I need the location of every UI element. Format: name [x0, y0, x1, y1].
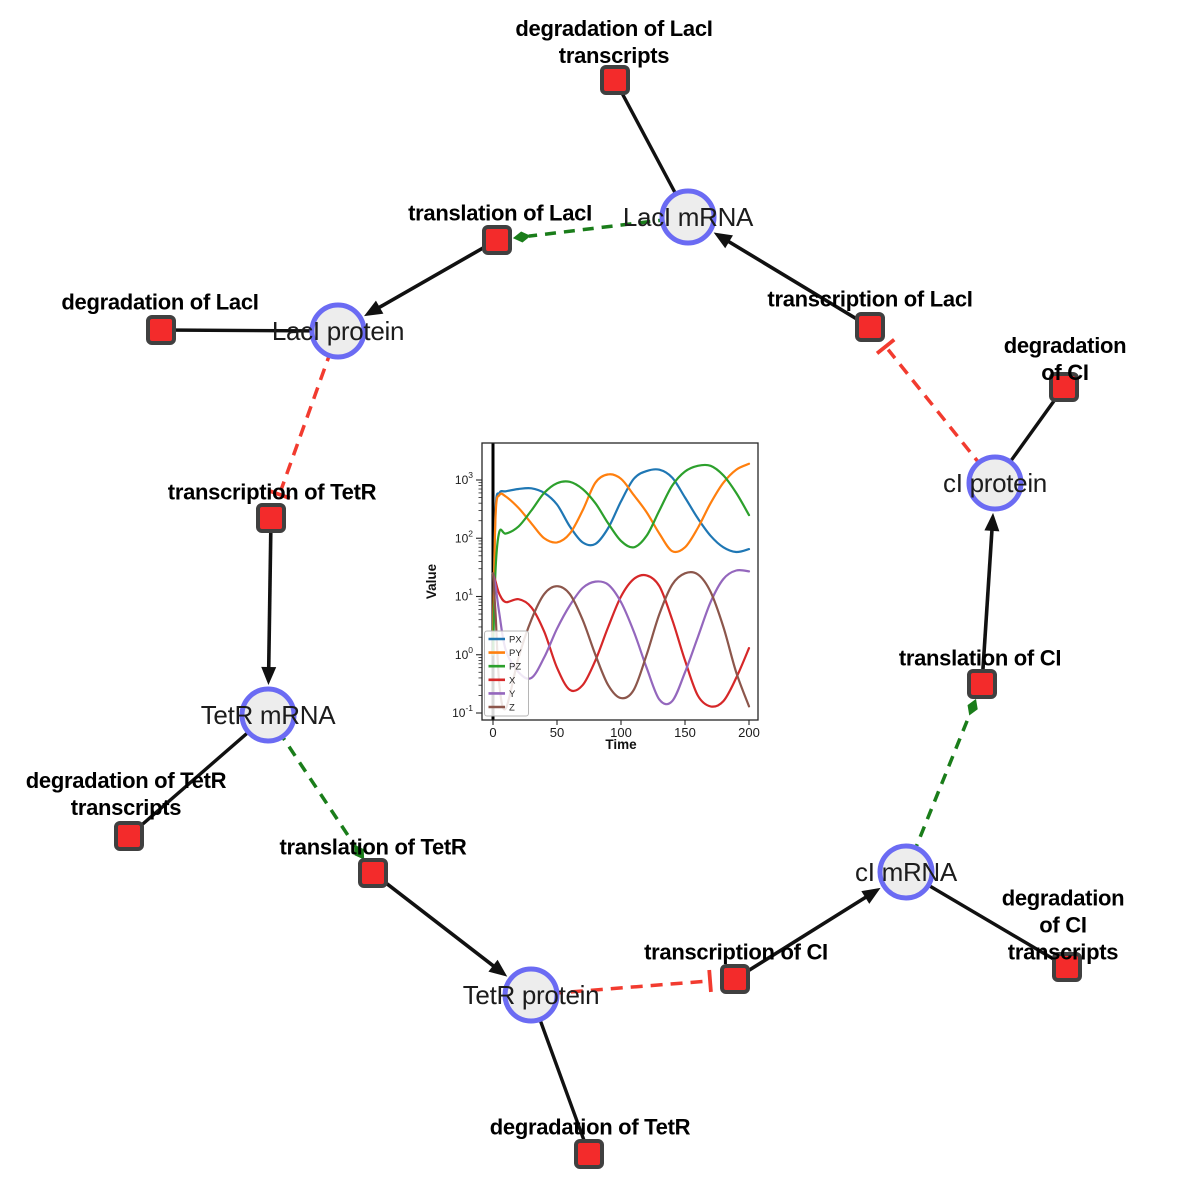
reaction-node-transcription-tetr	[256, 503, 286, 533]
chart-background	[425, 440, 775, 772]
chart-series-PY	[491, 462, 751, 639]
reaction-node-transcription-laci	[855, 312, 885, 342]
edge-production-transcription-laci-to-laci-mrna	[713, 232, 871, 329]
svg-text:0: 0	[489, 725, 496, 740]
edge-production-translation-laci-to-laci-protein	[364, 238, 498, 317]
legend-label-PZ: PZ	[509, 662, 521, 673]
reaction-node-deg-tetr-transcripts	[114, 821, 144, 851]
svg-text:50: 50	[550, 725, 564, 740]
legend-label-Y: Y	[509, 689, 516, 700]
legend-label-Z: Z	[509, 703, 515, 714]
species-node-tetr-protein	[502, 966, 560, 1024]
svg-text:102: 102	[455, 528, 473, 545]
species-node-ci-mrna	[877, 843, 935, 901]
legend-label-PX: PX	[509, 635, 522, 646]
svg-text:150: 150	[674, 725, 696, 740]
edge-production-translation-tetr-to-tetr-protein	[371, 871, 508, 977]
reaction-node-deg-ci	[1049, 372, 1079, 402]
species-node-ci-protein	[966, 454, 1024, 512]
svg-text:10-1: 10-1	[452, 703, 473, 720]
chart-frame	[481, 442, 759, 721]
svg-text:100: 100	[455, 645, 473, 662]
species-node-laci-protein	[309, 302, 367, 360]
chart-series-X	[491, 572, 751, 708]
edge-inhibition-tetr-protein-to-transcription-ci	[530, 969, 713, 997]
chart-series-PZ	[491, 463, 751, 656]
reaction-node-deg-laci	[146, 315, 176, 345]
legend-label-X: X	[509, 675, 516, 686]
reaction-node-transcription-ci	[720, 964, 750, 994]
species-node-tetr-mrna	[239, 686, 297, 744]
y-tick-labels: 103 102 101 100 10-1	[452, 470, 473, 720]
chart-legend: PX PY PZ XYZ	[484, 630, 529, 717]
edge-production-transcription-ci-to-ci-mrna	[734, 887, 881, 981]
y-axis-label: Value	[425, 563, 439, 599]
x-axis-label: Time	[605, 737, 637, 752]
timeseries-plot: 0 50 100 150 20010310210110010-1TimeValuePXP…	[424, 440, 775, 772]
reaction-node-deg-laci-transcripts	[600, 65, 630, 95]
edge-consumption-ci-mrna-to-deg-ci-transcripts	[905, 870, 1068, 969]
reaction-node-deg-ci-transcripts	[1052, 952, 1082, 982]
svg-text:103: 103	[455, 470, 473, 487]
svg-text:100: 100	[610, 725, 632, 740]
reaction-node-translation-tetr	[358, 858, 388, 888]
species-node-laci-mrna	[659, 188, 717, 246]
edge-production-transcription-tetr-to-tetr-mrna	[261, 517, 277, 686]
edge-consumption-laci-protein-to-deg-laci	[160, 328, 339, 333]
svg-text:200: 200	[738, 725, 760, 740]
timeseries-inset-chart: 0 50 100 150 200 103 102 101 100 10-1 Time Value PX P…	[424, 440, 775, 772]
reaction-node-deg-tetr	[574, 1139, 604, 1169]
svg-text:101: 101	[455, 587, 473, 604]
legend-label-PY: PY	[509, 648, 522, 659]
edge-production-translation-ci-to-ci-protein	[980, 512, 1000, 685]
reaction-node-translation-laci	[482, 225, 512, 255]
reaction-node-translation-ci	[967, 669, 997, 699]
x-tick-labels: 0 50 100 150 200	[489, 725, 759, 740]
edge-consumption-tetr-mrna-to-deg-tetr-transcripts	[127, 713, 270, 838]
